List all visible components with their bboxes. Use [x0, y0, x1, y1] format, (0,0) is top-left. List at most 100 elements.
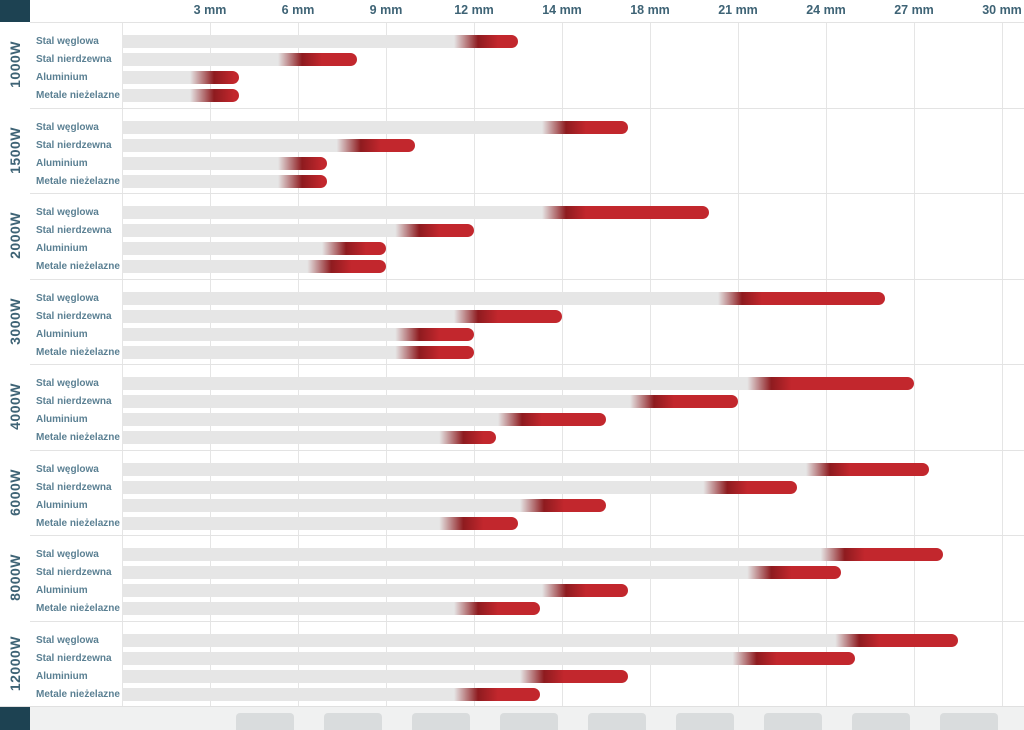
material-label: Metale nieżelazne — [36, 175, 120, 187]
material-label: Aluminium — [36, 243, 88, 254]
range-bar — [122, 345, 474, 359]
bar-row: Stal węglowa — [30, 291, 1024, 305]
power-group-2000W: 2000W Stal węglowa Stal nierdzewna Aluminiu… — [0, 193, 1024, 279]
material-label: Metale nieżelazne — [36, 346, 120, 358]
footer-chip — [764, 713, 822, 730]
bar-row: Metale nieżelazne — [30, 687, 1024, 701]
bar-row: Stal węglowa — [30, 377, 1024, 390]
x-axis-tick-label: 14 mm — [542, 3, 582, 17]
power-label-text: 8000W — [7, 554, 23, 602]
x-axis-tick-label: 18 mm — [630, 3, 670, 17]
range-bar — [122, 35, 518, 48]
range-bar — [122, 206, 709, 219]
bar-row: Aluminium — [30, 327, 1024, 341]
bottom-left-corner-cell — [0, 707, 30, 730]
range-bar — [122, 291, 885, 305]
power-label: 12000W — [0, 621, 30, 707]
x-axis-tick-label: 30 mm — [982, 3, 1022, 17]
footer-chip — [236, 713, 294, 730]
material-label: Stal nierdzewna — [36, 139, 112, 151]
bar-row: Stal węglowa — [30, 206, 1024, 219]
material-label: Metale nieżelazne — [36, 90, 120, 101]
bar-row: Aluminium — [30, 584, 1024, 597]
range-bar — [122, 89, 240, 102]
power-label-text: 2000W — [7, 212, 23, 260]
material-label: Aluminium — [36, 72, 88, 83]
range-bar — [122, 633, 958, 647]
material-label: Stal nierdzewna — [36, 225, 112, 236]
bar-row: Aluminium — [30, 498, 1024, 512]
material-label: Stal węglowa — [36, 292, 99, 304]
power-label-text: 12000W — [7, 635, 23, 691]
power-group-4000W: 4000W Stal węglowa Stal nierdzewna Aluminiu… — [0, 364, 1024, 450]
power-label: 8000W — [0, 535, 30, 621]
material-label: Aluminium — [36, 585, 88, 596]
material-label: Stal nierdzewna — [36, 481, 112, 493]
material-label: Stal nierdzewna — [36, 652, 112, 664]
range-bar — [122, 174, 328, 188]
range-bar — [122, 138, 416, 152]
range-bar — [122, 327, 474, 341]
bar-row: Metale nieżelazne — [30, 174, 1024, 188]
bar-row: Stal węglowa — [30, 462, 1024, 476]
x-axis-tick-label: 9 mm — [369, 3, 403, 17]
bottom-strip — [0, 706, 1024, 730]
range-bar — [122, 548, 944, 561]
group-separator — [30, 22, 1024, 23]
bar-row: Stal nierdzewna — [30, 309, 1024, 323]
group-separator — [30, 449, 1024, 451]
range-bar — [122, 516, 518, 530]
bar-row: Aluminium — [30, 156, 1024, 170]
footer-chip — [852, 713, 910, 730]
power-label-text: 6000W — [7, 468, 23, 516]
footer-chip — [676, 713, 734, 730]
range-bar — [122, 651, 856, 665]
material-label: Metale nieżelazne — [36, 432, 120, 443]
material-label: Aluminium — [36, 328, 88, 340]
range-bar — [122, 71, 240, 84]
x-axis-tick-label: 24 mm — [806, 3, 846, 17]
bar-row: Metale nieżelazne — [30, 345, 1024, 359]
group-separator — [30, 193, 1024, 194]
material-label: Aluminium — [36, 414, 88, 425]
material-label: Stal węglowa — [36, 36, 99, 47]
range-bar — [122, 566, 841, 579]
material-label: Stal węglowa — [36, 378, 99, 389]
range-bar — [122, 53, 357, 66]
range-bar — [122, 224, 474, 237]
range-bar — [122, 584, 628, 597]
material-label: Metale nieżelazne — [36, 688, 120, 700]
x-axis-tick-label: 27 mm — [894, 3, 934, 17]
bar-row: Aluminium — [30, 669, 1024, 683]
footer-chip — [940, 713, 998, 730]
range-bar — [122, 309, 562, 323]
power-group-6000W: 6000W Stal węglowa Stal nierdzewna Aluminiu… — [0, 449, 1024, 536]
material-label: Stal nierdzewna — [36, 54, 112, 65]
range-bar — [122, 413, 606, 426]
bar-row: Stal nierdzewna — [30, 224, 1024, 237]
power-group-1500W: 1500W Stal węglowa Stal nierdzewna Aluminiu… — [0, 107, 1024, 194]
x-axis-tick-label: 6 mm — [281, 3, 315, 17]
bar-row: Stal węglowa — [30, 120, 1024, 134]
power-group-1000W: 1000W Stal węglowa Stal nierdzewna Aluminiu… — [0, 22, 1024, 108]
bar-row: Stal nierdzewna — [30, 138, 1024, 152]
power-label: 4000W — [0, 364, 30, 450]
material-label: Stal węglowa — [36, 121, 99, 133]
range-bar — [122, 498, 606, 512]
bar-row: Stal węglowa — [30, 548, 1024, 561]
power-label: 3000W — [0, 279, 30, 365]
group-separator — [30, 107, 1024, 109]
footer-chip — [324, 713, 382, 730]
range-bar — [122, 156, 328, 170]
bar-row: Metale nieżelazne — [30, 431, 1024, 444]
bar-row: Aluminium — [30, 71, 1024, 84]
top-left-corner-cell — [0, 0, 30, 22]
range-bar — [122, 377, 914, 390]
power-label-text: 1000W — [7, 41, 23, 89]
material-label: Metale nieżelazne — [36, 517, 120, 529]
power-group-12000W: 12000W Stal węglowa Stal nierdzewna Alumini… — [0, 620, 1024, 707]
power-label: 6000W — [0, 450, 30, 536]
material-label: Stal węglowa — [36, 634, 99, 646]
power-label: 1500W — [0, 108, 30, 194]
